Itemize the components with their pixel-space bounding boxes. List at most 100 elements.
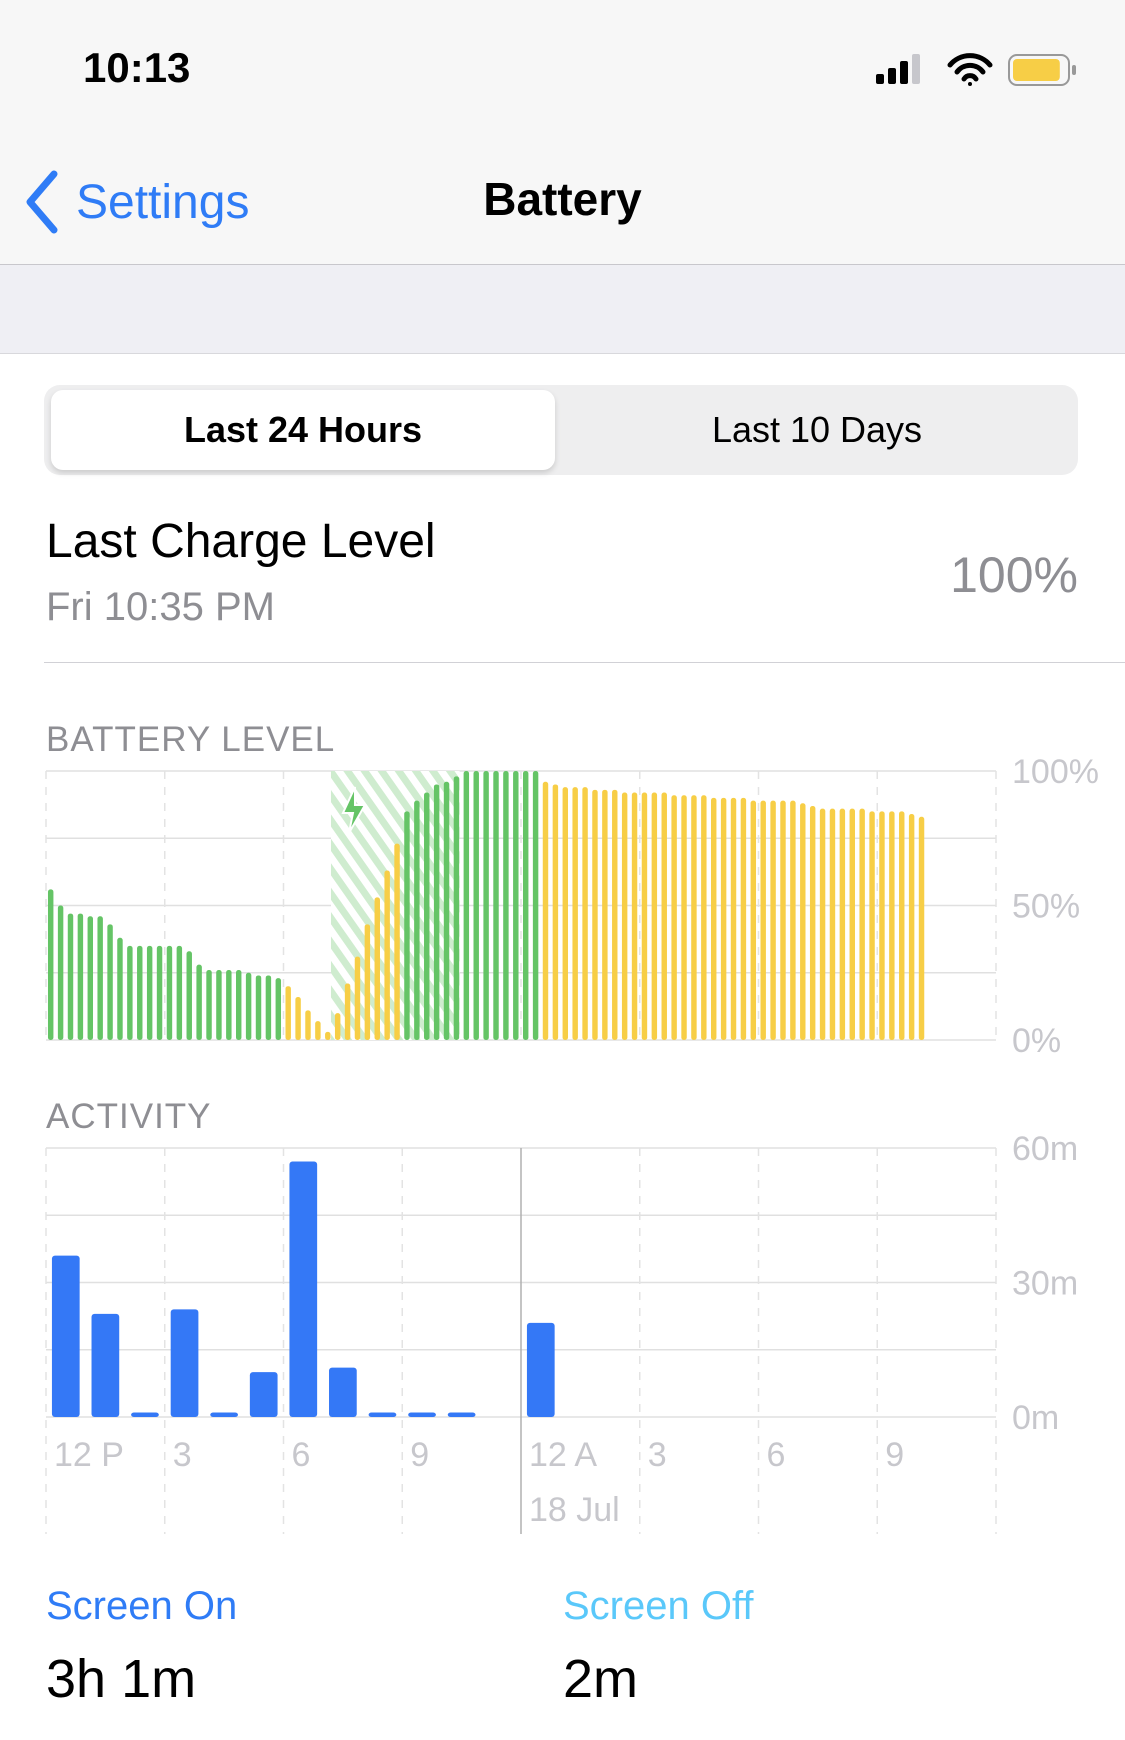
screen-off-label[interactable]: Screen Off bbox=[563, 1584, 754, 1628]
tab-last-10-days[interactable]: Last 10 Days bbox=[711, 409, 923, 450]
activity-x-label: 6 bbox=[292, 1436, 311, 1474]
activity-x-label: 3 bbox=[173, 1436, 192, 1474]
activity-header: ACTIVITY bbox=[46, 1097, 212, 1136]
battery-bar bbox=[206, 970, 212, 1040]
activity-x-label: 12 A bbox=[529, 1436, 597, 1474]
battery-bar bbox=[720, 797, 727, 1040]
activity-bar bbox=[289, 1161, 318, 1417]
battery-y-label: 0% bbox=[1012, 1022, 1061, 1060]
battery-bar bbox=[374, 897, 380, 1040]
battery-bar bbox=[483, 771, 489, 1040]
battery-bar bbox=[315, 1021, 321, 1040]
activity-x-label: 9 bbox=[410, 1436, 429, 1474]
battery-bar bbox=[503, 771, 509, 1040]
battery-bar bbox=[473, 771, 479, 1040]
battery-bar bbox=[117, 937, 123, 1040]
battery-bar bbox=[275, 978, 282, 1040]
activity-bar bbox=[408, 1412, 436, 1417]
battery-bar bbox=[97, 916, 103, 1040]
battery-bar bbox=[156, 945, 163, 1040]
battery-bar bbox=[899, 811, 905, 1040]
battery-bar bbox=[522, 771, 529, 1040]
back-button[interactable]: Settings bbox=[24, 170, 249, 234]
battery-bar bbox=[265, 975, 272, 1040]
charging-bolt-icon bbox=[341, 786, 367, 834]
battery-bar bbox=[918, 816, 925, 1040]
battery-bar bbox=[513, 771, 519, 1040]
battery-bar bbox=[285, 986, 291, 1040]
activity-x-label: 3 bbox=[648, 1436, 667, 1474]
divider bbox=[44, 662, 1125, 663]
tab-last-24-hours[interactable]: Last 24 Hours bbox=[51, 390, 555, 470]
battery-bar bbox=[176, 945, 183, 1040]
battery-bar bbox=[631, 792, 638, 1040]
battery-bar bbox=[691, 795, 697, 1040]
page-title: Battery bbox=[483, 173, 642, 225]
battery-bar bbox=[770, 800, 776, 1040]
battery-bar bbox=[740, 797, 747, 1040]
battery-bar bbox=[562, 787, 569, 1040]
battery-bar bbox=[236, 970, 242, 1040]
signal-icon bbox=[876, 54, 920, 84]
battery-bar bbox=[216, 970, 222, 1040]
activity-x-label: 12 P bbox=[54, 1436, 124, 1474]
battery-bar bbox=[661, 792, 667, 1040]
wifi-icon bbox=[947, 53, 993, 86]
battery-bar bbox=[295, 996, 301, 1040]
battery-level-header: BATTERY LEVEL bbox=[46, 720, 336, 759]
status-icons bbox=[876, 53, 1076, 86]
battery-bar bbox=[780, 800, 786, 1040]
battery-bar bbox=[839, 808, 846, 1040]
battery-bar bbox=[433, 784, 440, 1040]
battery-bar bbox=[77, 913, 84, 1040]
battery-bar bbox=[889, 811, 895, 1040]
activity-bar bbox=[329, 1367, 357, 1417]
battery-bar bbox=[255, 975, 262, 1040]
activity-x-label: 9 bbox=[885, 1436, 904, 1474]
battery-bar bbox=[730, 797, 737, 1040]
battery-bar bbox=[384, 870, 390, 1040]
chevron-left-icon bbox=[26, 170, 58, 234]
last-charge-label: Last Charge Level bbox=[46, 515, 436, 568]
battery-bar bbox=[819, 808, 826, 1040]
battery-bar bbox=[364, 924, 371, 1040]
battery-bar bbox=[127, 945, 133, 1040]
time-range-segmented-control: Last 24 Hours Last 10 Days bbox=[44, 385, 1078, 475]
activity-bar bbox=[51, 1255, 80, 1417]
battery-bar bbox=[542, 781, 549, 1040]
battery-bar bbox=[67, 913, 74, 1040]
activity-bar bbox=[131, 1412, 159, 1417]
battery-bar bbox=[641, 792, 648, 1040]
screen-on-value: 3h 1m bbox=[46, 1649, 197, 1709]
activity-date-label: 18 Jul bbox=[529, 1491, 620, 1529]
navigation-header bbox=[0, 0, 1125, 265]
battery-bar bbox=[196, 964, 202, 1040]
activity-bar bbox=[368, 1412, 397, 1417]
battery-bar bbox=[879, 811, 885, 1040]
battery-bar bbox=[404, 811, 410, 1040]
battery-bar bbox=[463, 771, 470, 1040]
battery-bar bbox=[800, 803, 806, 1040]
activity-bar bbox=[526, 1322, 555, 1417]
activity-x-label: 6 bbox=[767, 1436, 786, 1474]
battery-y-label: 100% bbox=[1012, 753, 1099, 791]
battery-bar bbox=[186, 951, 192, 1040]
battery-bar bbox=[166, 945, 173, 1040]
activity-y-label: 30m bbox=[1012, 1265, 1078, 1303]
battery-bar bbox=[394, 843, 400, 1040]
screen-on-label[interactable]: Screen On bbox=[46, 1584, 238, 1628]
battery-bar bbox=[344, 983, 351, 1040]
battery-bar bbox=[849, 808, 855, 1040]
battery-bar bbox=[681, 795, 687, 1040]
activity-y-label: 0m bbox=[1012, 1399, 1059, 1437]
battery-bar bbox=[859, 808, 865, 1040]
last-charge-value: 100% bbox=[950, 547, 1078, 603]
battery-bar bbox=[146, 945, 153, 1040]
battery-bar bbox=[552, 784, 559, 1040]
last-charge-time: Fri 10:35 PM bbox=[46, 585, 275, 629]
back-label: Settings bbox=[76, 175, 250, 229]
battery-bar bbox=[57, 905, 64, 1040]
battery-bar bbox=[443, 781, 450, 1040]
screen-off-value: 2m bbox=[563, 1649, 639, 1709]
battery-bar bbox=[582, 787, 588, 1040]
